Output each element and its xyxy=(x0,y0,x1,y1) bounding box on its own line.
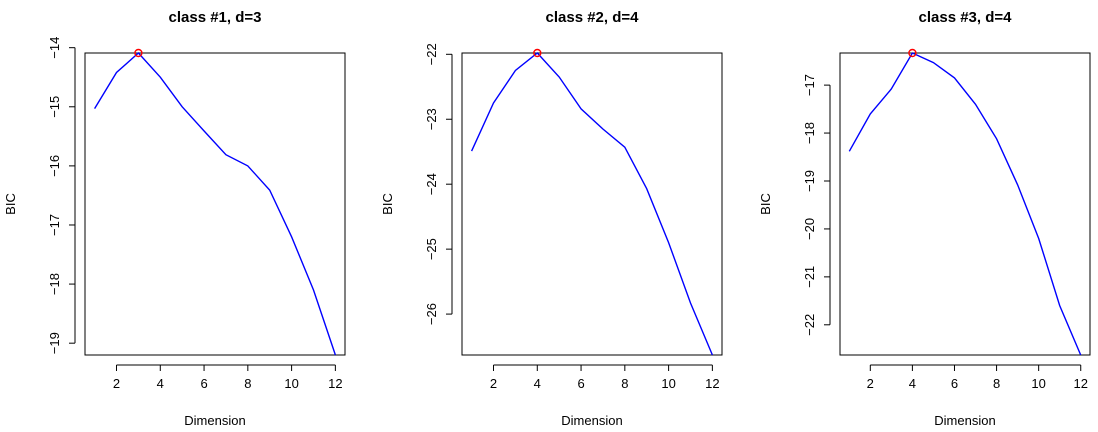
x-tick-label: 10 xyxy=(1031,376,1045,391)
x-tick-label: 12 xyxy=(328,376,342,391)
bic-series-line xyxy=(94,52,337,356)
x-axis-label: Dimension xyxy=(934,413,995,428)
y-tick-label: −22 xyxy=(802,314,817,336)
y-tick-label: −15 xyxy=(47,96,62,118)
x-tick-label: 6 xyxy=(577,376,584,391)
chart-panel-2: class #2, d=4 2 4 6 8 10 12 −22 −23 −24 −25 −26 Dime… xyxy=(380,9,723,428)
x-tick-label: 12 xyxy=(705,376,719,391)
y-axis-label: BIC xyxy=(758,193,773,215)
x-tick-label: 10 xyxy=(661,376,675,391)
x-tick-label: 2 xyxy=(867,376,874,391)
x-tick-label: 8 xyxy=(244,376,251,391)
x-tick-label: 8 xyxy=(621,376,628,391)
x-tick-label: 10 xyxy=(284,376,298,391)
x-axis: 2 4 6 8 10 12 xyxy=(867,364,1088,391)
y-axis: −17 −18 −19 −20 −21 −22 xyxy=(802,74,831,336)
x-tick-label: 8 xyxy=(993,376,1000,391)
y-tick-label: −16 xyxy=(47,155,62,177)
plot-frame xyxy=(461,52,723,356)
x-tick-label: 12 xyxy=(1074,376,1088,391)
plot-frame xyxy=(839,52,1091,356)
y-axis-label: BIC xyxy=(3,193,18,215)
chart-title: class #3, d=4 xyxy=(919,9,1013,26)
y-axis-label: BIC xyxy=(380,193,395,215)
y-tick-label: −17 xyxy=(47,214,62,236)
y-tick-label: −14 xyxy=(47,37,62,59)
y-tick-label: −18 xyxy=(802,122,817,144)
x-tick-label: 4 xyxy=(909,376,916,391)
chart-panel-3: class #3, d=4 2 4 6 8 10 12 −17 −18 −19 −20 −21 −22 D… xyxy=(758,9,1091,428)
y-tick-label: −21 xyxy=(802,266,817,288)
x-axis: 2 4 6 8 10 12 xyxy=(490,364,720,391)
x-axis: 2 4 6 8 10 12 xyxy=(113,364,343,391)
y-tick-label: −22 xyxy=(424,43,439,65)
x-axis-label: Dimension xyxy=(561,413,622,428)
y-tick-label: −25 xyxy=(424,238,439,260)
y-tick-label: −19 xyxy=(802,170,817,192)
chart-panel-1: class #1, d=3 2 4 6 8 10 12 −14 −15 −16 −17 −18 −19 D… xyxy=(3,9,346,428)
x-axis-label: Dimension xyxy=(184,413,245,428)
y-tick-label: −23 xyxy=(424,108,439,130)
selected-dimension-marker xyxy=(533,48,542,58)
y-tick-label: −18 xyxy=(47,273,62,295)
x-tick-label: 2 xyxy=(490,376,497,391)
y-axis: −14 −15 −16 −17 −18 −19 xyxy=(47,37,76,354)
y-tick-label: −19 xyxy=(47,332,62,354)
y-tick-label: −20 xyxy=(802,218,817,240)
bic-series-line xyxy=(848,52,1082,356)
x-tick-label: 2 xyxy=(113,376,120,391)
bic-series-line xyxy=(470,52,714,356)
x-tick-label: 4 xyxy=(534,376,541,391)
y-tick-label: −26 xyxy=(424,303,439,325)
x-tick-label: 4 xyxy=(157,376,164,391)
selected-dimension-marker xyxy=(908,48,917,58)
x-tick-label: 6 xyxy=(200,376,207,391)
chart-title: class #1, d=3 xyxy=(169,9,262,26)
y-tick-label: −17 xyxy=(802,74,817,96)
selected-dimension-marker xyxy=(134,48,143,58)
chart-title: class #2, d=4 xyxy=(546,9,640,26)
y-tick-label: −24 xyxy=(424,173,439,195)
plot-frame xyxy=(84,52,346,356)
y-axis: −22 −23 −24 −25 −26 xyxy=(424,43,453,325)
x-tick-label: 6 xyxy=(951,376,958,391)
